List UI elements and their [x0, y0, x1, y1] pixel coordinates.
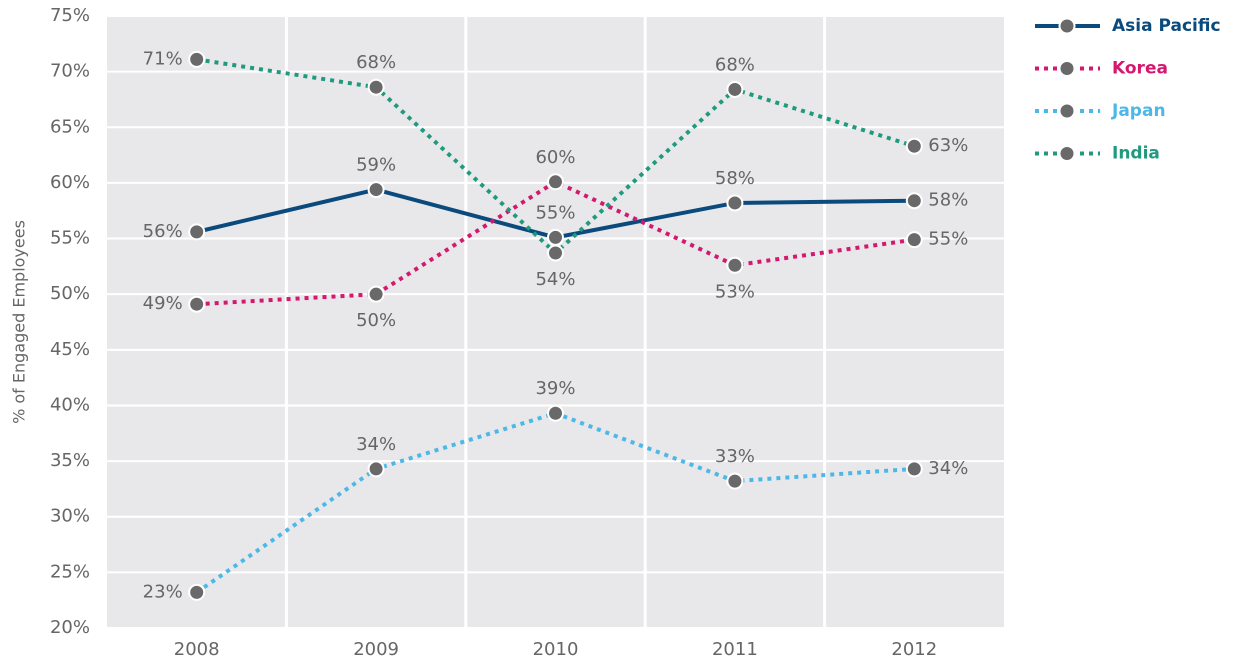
- x-tick-label: 2010: [533, 639, 579, 660]
- data-label: 34%: [356, 434, 396, 455]
- data-label: 68%: [356, 52, 396, 73]
- data-point: [367, 78, 385, 96]
- data-point: [905, 137, 923, 155]
- y-tick-label: 20%: [50, 617, 90, 638]
- data-label: 55%: [535, 202, 575, 223]
- data-label: 59%: [356, 155, 396, 176]
- data-label: 34%: [928, 458, 968, 479]
- data-point: [547, 244, 564, 262]
- legend-label: India: [1112, 144, 1160, 164]
- data-point: [188, 583, 206, 601]
- data-label: 49%: [143, 293, 183, 314]
- data-label: 60%: [535, 147, 575, 168]
- data-label: 58%: [928, 190, 968, 211]
- data-label: 71%: [143, 48, 183, 69]
- data-point: [188, 295, 206, 313]
- data-point: [367, 460, 385, 478]
- data-label: 58%: [715, 168, 755, 189]
- data-label: 53%: [715, 281, 755, 302]
- plot-area: [107, 16, 1004, 628]
- data-point: [726, 472, 744, 490]
- data-label: 68%: [715, 54, 755, 75]
- y-tick-label: 70%: [50, 61, 90, 82]
- data-point: [905, 231, 923, 249]
- data-label: 33%: [715, 446, 755, 467]
- data-point: [547, 404, 564, 422]
- y-tick-label: 65%: [50, 116, 90, 137]
- data-point: [547, 228, 564, 246]
- legend-marker: [1058, 17, 1076, 35]
- y-tick-label: 25%: [50, 561, 90, 582]
- y-axis-label: % of Engaged Employees: [10, 220, 29, 424]
- legend-label: Japan: [1111, 101, 1166, 121]
- data-point: [367, 285, 385, 303]
- legend-label: Asia Pacific: [1112, 16, 1221, 36]
- y-tick-label: 40%: [50, 394, 90, 415]
- series-line: [196, 179, 915, 307]
- x-tick-label: 2012: [891, 639, 937, 660]
- data-point: [726, 256, 744, 274]
- data-point: [905, 192, 923, 210]
- y-tick-label: 50%: [50, 283, 90, 304]
- data-label: 55%: [928, 229, 968, 250]
- data-point: [726, 80, 744, 98]
- data-point: [547, 173, 564, 191]
- data-point: [188, 223, 206, 241]
- data-point: [905, 460, 923, 478]
- y-tick-label: 55%: [50, 228, 90, 249]
- y-tick-label: 35%: [50, 450, 90, 471]
- x-tick-label: 2008: [174, 639, 220, 660]
- y-tick-label: 45%: [50, 339, 90, 360]
- y-tick-label: 30%: [50, 506, 90, 527]
- data-label: 54%: [535, 269, 575, 290]
- data-point: [188, 50, 206, 68]
- y-tick-label: 60%: [50, 172, 90, 193]
- x-tick-label: 2009: [353, 639, 399, 660]
- data-label: 39%: [535, 378, 575, 399]
- legend-marker: [1058, 60, 1076, 77]
- data-point: [367, 181, 385, 199]
- x-tick-label: 2011: [712, 639, 758, 660]
- data-label: 56%: [143, 221, 183, 242]
- data-label: 63%: [928, 135, 968, 156]
- data-point: [726, 194, 744, 212]
- legend-label: Korea: [1112, 59, 1168, 79]
- y-tick-label: 75%: [50, 5, 90, 26]
- legend-marker: [1058, 145, 1076, 162]
- data-label: 23%: [143, 581, 183, 602]
- data-label: 50%: [356, 310, 396, 331]
- legend-marker: [1058, 102, 1076, 120]
